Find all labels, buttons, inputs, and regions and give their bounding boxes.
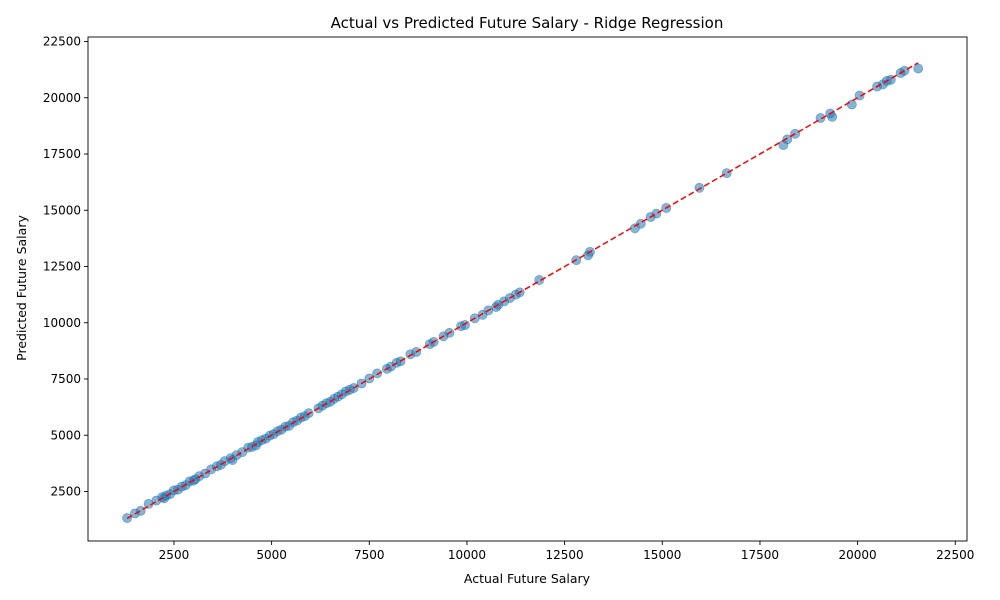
data-point <box>651 208 662 219</box>
data-point <box>782 134 793 145</box>
y-tick-label: 20000 <box>43 91 81 105</box>
data-point <box>372 368 382 379</box>
data-point <box>694 182 705 193</box>
y-tick-label: 15000 <box>43 203 81 217</box>
x-tick-label: 5000 <box>256 548 287 562</box>
data-point <box>913 63 924 74</box>
y-tick-label: 12500 <box>43 260 81 274</box>
x-tick-label: 15000 <box>643 548 681 562</box>
reference-line <box>126 62 919 520</box>
y-axis-label: Predicted Future Salary <box>14 215 29 361</box>
x-tick-label: 22500 <box>936 548 974 562</box>
data-point <box>846 99 857 110</box>
x-tick-label: 20000 <box>839 548 877 562</box>
x-tick-label: 10000 <box>448 548 486 562</box>
data-point <box>899 65 910 76</box>
x-tick-label: 12500 <box>546 548 584 562</box>
x-tick-label: 17500 <box>741 548 779 562</box>
y-tick-label: 2500 <box>50 485 81 499</box>
y-tick-label: 7500 <box>50 372 81 386</box>
y-tick-label: 22500 <box>43 35 81 49</box>
plot-frame <box>87 36 968 542</box>
plot-area: 2500 5000 7500 10000 12500 15000 17500 20000 225… <box>43 35 975 563</box>
chart-title: Actual vs Predicted Future Salary - Ridg… <box>331 14 724 32</box>
x-axis-label: Actual Future Salary <box>464 571 591 586</box>
y-tick-label: 5000 <box>50 428 81 442</box>
data-point <box>135 505 146 516</box>
y-tick-label: 17500 <box>43 147 81 161</box>
data-point <box>460 320 470 330</box>
y-tick-label: 10000 <box>43 316 81 330</box>
x-tick-label: 2500 <box>159 548 190 562</box>
data-point <box>721 168 732 178</box>
x-tick-label: 7500 <box>354 548 385 562</box>
